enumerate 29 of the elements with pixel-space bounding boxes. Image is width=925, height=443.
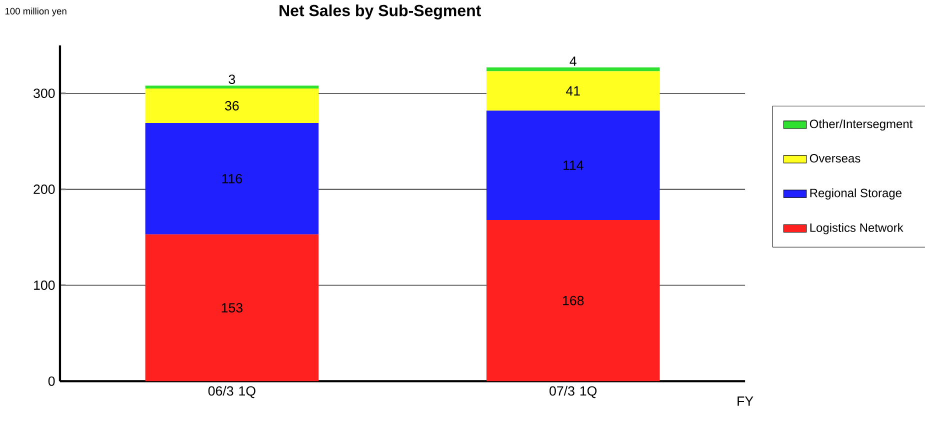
bar [486,110,660,220]
bar [486,220,660,382]
data-label: 41 [566,86,580,96]
legend-label: Overseas [810,154,860,163]
data-label: 4 [570,56,576,66]
y-tick-label: 100 [34,280,55,290]
x-axis-title: FY [738,396,754,406]
x-tick-label: 07/3 1Q [550,386,597,398]
data-label: 116 [222,174,242,184]
bar [145,123,319,235]
data-label: 36 [225,101,239,111]
y-tick-label: 0 [48,376,55,386]
data-label: 153 [222,303,242,313]
y-axis-title: 100 million yen [5,8,66,17]
bar [145,234,319,382]
bar [486,68,660,72]
x-tick-label: 06/3 1Q [208,386,256,398]
legend-label: Logistics Network [810,223,904,235]
bar [145,88,319,124]
data-label: 114 [564,160,584,170]
chart-title: Net Sales by Sub-Segment [280,4,481,20]
bar [145,86,319,89]
legend-label: Other/Intersegment [810,120,913,131]
data-label: 3 [228,74,236,84]
legend-label: Regional Storage [810,188,902,200]
y-tick-label: 200 [34,184,55,194]
y-tick-label: 300 [34,88,55,98]
data-label: 168 [563,296,584,306]
bar [486,71,660,111]
